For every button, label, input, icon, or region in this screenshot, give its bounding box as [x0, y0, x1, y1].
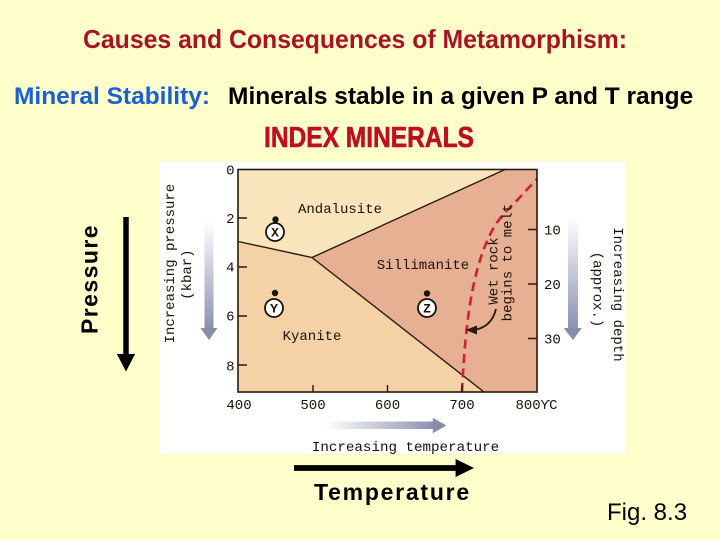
svg-text:Y: Y: [270, 302, 278, 317]
svg-text:20: 20: [544, 278, 561, 294]
svg-text:(approx.): (approx.): [589, 252, 605, 328]
svg-text:2: 2: [226, 212, 234, 228]
svg-text:800ϒC: 800ϒC: [515, 398, 557, 414]
svg-text:30: 30: [544, 333, 561, 349]
svg-text:600: 600: [375, 398, 400, 414]
svg-text:400: 400: [226, 398, 251, 414]
svg-text:Andalusite: Andalusite: [298, 202, 382, 218]
svg-text:Kyanite: Kyanite: [283, 329, 342, 345]
svg-text:0: 0: [226, 164, 234, 180]
svg-text:Z: Z: [423, 302, 431, 317]
svg-text:500: 500: [300, 398, 325, 414]
svg-text:8: 8: [226, 359, 234, 375]
svg-text:begins to melt: begins to melt: [501, 204, 517, 322]
svg-text:700: 700: [449, 398, 474, 414]
svg-text:Wet rock: Wet rock: [487, 237, 503, 304]
svg-text:X: X: [271, 226, 279, 241]
svg-text:4: 4: [226, 261, 234, 277]
svg-text:Increasing pressure: Increasing pressure: [163, 184, 179, 344]
svg-text:10: 10: [544, 224, 561, 240]
svg-text:Increasing temperature: Increasing temperature: [312, 440, 499, 454]
svg-text:(kbar): (kbar): [180, 249, 196, 299]
svg-text:Sillimanite: Sillimanite: [377, 258, 469, 274]
svg-text:6: 6: [226, 310, 234, 326]
svg-text:Increasing depth: Increasing depth: [609, 227, 625, 361]
